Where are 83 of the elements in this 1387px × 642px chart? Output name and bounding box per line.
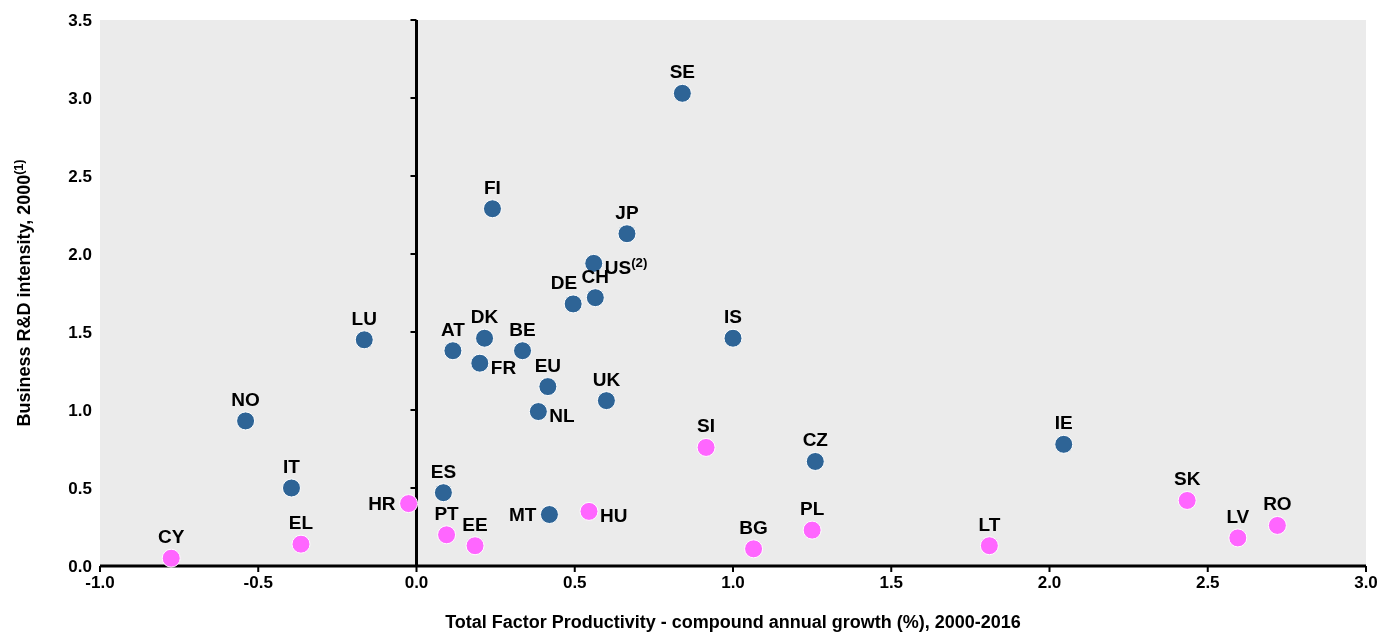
point xyxy=(744,539,764,559)
annotation: CY xyxy=(158,526,185,548)
x-tick-label: 1.0 xyxy=(721,573,745,592)
annotation: PL xyxy=(799,498,825,520)
annotation: SK xyxy=(1173,468,1201,490)
point xyxy=(579,501,599,521)
point xyxy=(281,478,301,498)
point xyxy=(617,224,637,244)
annotation: JP xyxy=(615,201,639,223)
annotation: IT xyxy=(283,456,301,477)
point xyxy=(696,437,716,457)
annotation: CZ xyxy=(802,429,829,451)
point xyxy=(1228,528,1248,548)
point xyxy=(236,411,256,431)
annotation: UK xyxy=(592,368,621,390)
point xyxy=(538,377,558,397)
point xyxy=(161,548,181,568)
x-tick-label: -1.0 xyxy=(85,573,115,592)
point xyxy=(672,83,692,103)
annotation: PT xyxy=(434,502,460,524)
y-tick-label: 2.5 xyxy=(68,166,92,186)
y-tick-label: 1.5 xyxy=(68,322,92,342)
point xyxy=(433,483,453,503)
annotation: NO xyxy=(231,388,260,410)
annotation: LU xyxy=(351,307,377,329)
annotation: BG xyxy=(739,516,768,538)
annotation: FR xyxy=(490,356,517,378)
x-axis-title: Total Factor Productivity - compound annual growth (%), 2000-2016 xyxy=(445,612,1021,632)
point xyxy=(528,402,548,422)
point xyxy=(399,494,419,514)
y-tick-label: 1.0 xyxy=(68,400,92,420)
annotation: EU xyxy=(534,354,562,376)
point xyxy=(805,451,825,471)
x-tick-label: 3.0 xyxy=(1354,573,1378,592)
annotation: HU xyxy=(599,505,628,527)
annotation: IE xyxy=(1054,412,1073,434)
x-tick-label: 2.5 xyxy=(1195,573,1220,592)
point xyxy=(802,520,822,540)
point xyxy=(1267,515,1287,535)
point xyxy=(979,536,999,556)
y-tick-label: 3.5 xyxy=(68,10,92,30)
annotation: SE xyxy=(669,61,696,83)
annotation: ES xyxy=(430,460,457,482)
annotation: HR xyxy=(368,493,396,515)
point xyxy=(482,199,502,219)
point xyxy=(563,294,583,314)
point xyxy=(437,525,457,545)
x-tick-label: 1.5 xyxy=(879,573,904,592)
annotation: AT xyxy=(440,318,466,340)
annotation: MT xyxy=(508,504,537,526)
annotation: RO xyxy=(1263,493,1292,515)
annotation: FI xyxy=(484,176,501,198)
point xyxy=(470,353,490,373)
x-tick-label: 2.0 xyxy=(1037,573,1062,592)
annotation: DE xyxy=(550,271,578,293)
point xyxy=(513,341,533,361)
y-tick-label: 0.0 xyxy=(68,556,92,576)
point xyxy=(585,288,605,308)
point xyxy=(443,341,463,361)
y-tick-label: 0.5 xyxy=(68,478,92,498)
point xyxy=(354,330,374,350)
point xyxy=(291,534,311,554)
annotation: LT xyxy=(978,513,1001,535)
y-tick-label: 2.0 xyxy=(68,244,92,264)
point xyxy=(1054,434,1074,454)
point xyxy=(723,328,743,348)
x-tick-label: 0.5 xyxy=(562,573,587,592)
x-tick-label: -0.5 xyxy=(243,573,273,592)
annotation: EL xyxy=(288,512,314,534)
annotation: LV xyxy=(1226,505,1250,527)
annotation: IS xyxy=(724,306,742,328)
x-tick-label: 0.0 xyxy=(404,573,429,592)
annotation: NL xyxy=(549,405,576,427)
annotation: BE xyxy=(509,318,536,340)
point xyxy=(1177,490,1197,510)
point xyxy=(596,391,616,411)
point xyxy=(539,505,559,525)
y-tick-label: 3.0 xyxy=(68,88,92,108)
annotation: DK xyxy=(470,306,499,328)
point xyxy=(475,328,495,348)
annotation: EE xyxy=(462,513,488,535)
point xyxy=(465,536,485,556)
annotation: SI xyxy=(697,415,716,437)
